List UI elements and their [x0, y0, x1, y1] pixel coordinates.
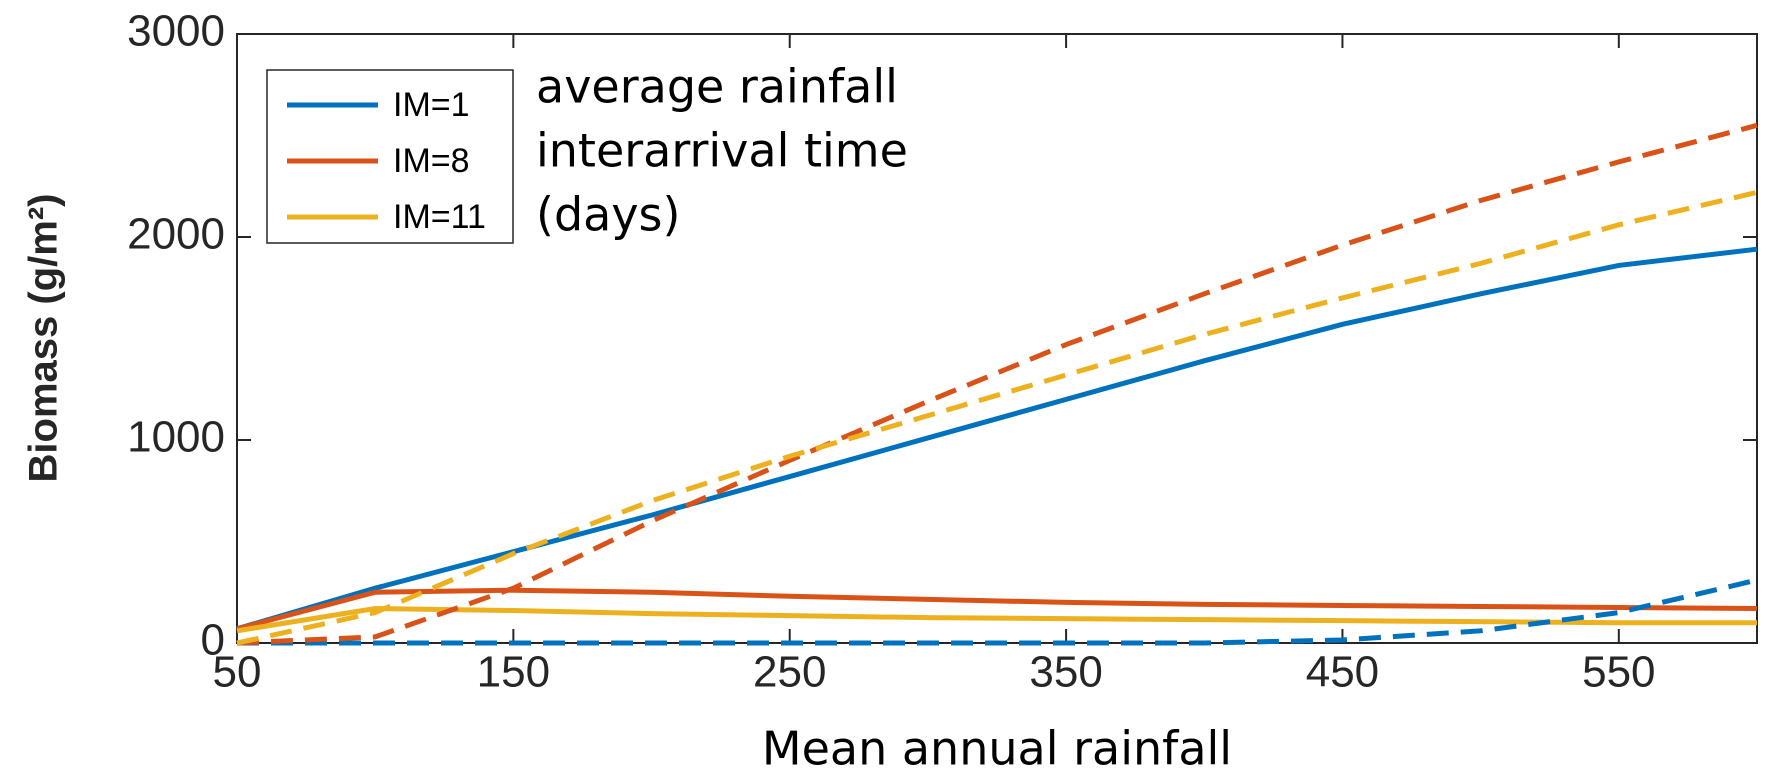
x-tick-label: 150 — [477, 648, 550, 697]
x-tick-label: 50 — [213, 648, 262, 697]
x-tick-label: 350 — [1029, 648, 1102, 697]
legend-label: IM=1 — [393, 86, 470, 124]
legend-label: IM=8 — [393, 142, 470, 180]
annotation: (days) — [536, 188, 680, 242]
annotation-bg — [514, 62, 964, 252]
x-tick-label: 250 — [753, 648, 826, 697]
annotation: interarrival time — [536, 124, 908, 178]
series-line — [237, 577, 1758, 646]
y-tick-label: 1000 — [127, 413, 225, 462]
series-line — [236, 246, 1758, 632]
y-tick-label: 0 — [201, 616, 225, 665]
series-line — [236, 587, 1758, 632]
series-line — [236, 189, 1758, 646]
y-axis-label: Biomass (g/m²) — [22, 194, 66, 483]
series-line — [236, 605, 1757, 634]
x-tick-label: 550 — [1582, 648, 1655, 697]
legend-box — [266, 69, 514, 244]
y-tick-label: 2000 — [127, 210, 225, 259]
y-tick-label: 3000 — [127, 7, 225, 56]
x-tick-label: 450 — [1306, 648, 1379, 697]
legend-label: IM=11 — [393, 198, 486, 236]
x-axis-label: Mean annual rainfall — [762, 722, 1232, 776]
annotation: average rainfall — [536, 60, 898, 114]
